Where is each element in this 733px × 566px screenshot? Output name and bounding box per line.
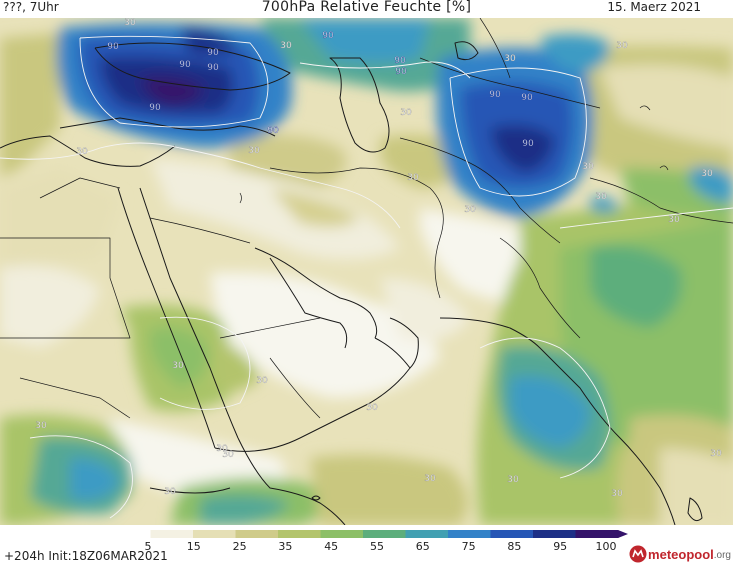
colorbar-swatch bbox=[405, 530, 449, 538]
contour-label-30: 30 bbox=[507, 475, 519, 485]
humidity-field bbox=[0, 18, 733, 525]
colorbar-tick-label: 35 bbox=[278, 540, 293, 553]
contour-label-30: 30 bbox=[248, 146, 260, 156]
contour-label-30: 30 bbox=[701, 169, 713, 179]
colorbar-swatch bbox=[575, 530, 619, 538]
meteopool-logo-icon bbox=[629, 545, 647, 563]
brand-name: meteopool bbox=[648, 546, 714, 562]
colorbar-swatch bbox=[320, 530, 364, 538]
contour-label-30: 30 bbox=[76, 147, 88, 157]
contour-label-30: 30 bbox=[216, 444, 228, 454]
colorbar-tick-label: 5 bbox=[144, 540, 152, 553]
colorbar-swatch bbox=[490, 530, 534, 538]
contour-label-90: 90 bbox=[489, 90, 501, 100]
colorbar-swatch bbox=[448, 530, 491, 538]
colorbar-swatch bbox=[150, 530, 194, 538]
contour-label-30: 30 bbox=[595, 192, 607, 202]
colorbar-tick-label: 65 bbox=[415, 540, 430, 553]
contour-label-30: 30 bbox=[400, 108, 412, 118]
colorbar-tick-label: 15 bbox=[186, 540, 201, 553]
contour-label-90: 90 bbox=[521, 93, 533, 103]
contour-label-30: 30 bbox=[616, 41, 628, 51]
colorbar-swatch bbox=[533, 530, 576, 538]
contour-label-30: 30 bbox=[366, 403, 378, 413]
forecast-time-label: ???, 7Uhr bbox=[3, 0, 59, 14]
colorbar-tick-label: 85 bbox=[507, 540, 522, 553]
forecast-date: 15. Maerz 2021 bbox=[607, 0, 701, 14]
contour-label-30: 30 bbox=[611, 489, 623, 499]
humidity-map[interactable]: 90 90 90 90 90 90 90 90 90 90 90 90 30 30 30 30 30 30 30 30… bbox=[0, 18, 733, 525]
colorbar-swatch bbox=[108, 530, 151, 538]
colorbar-swatch bbox=[235, 530, 279, 538]
contour-label-90: 90 bbox=[179, 60, 191, 70]
contour-label-90: 90 bbox=[149, 103, 161, 113]
contour-label-30: 30 bbox=[668, 215, 680, 225]
contour-label-90: 90 bbox=[522, 139, 534, 149]
contour-label-30: 30 bbox=[35, 421, 47, 431]
contour-label-30: 30 bbox=[222, 450, 234, 460]
contour-label-30: 30 bbox=[280, 41, 292, 51]
contour-label-30: 30 bbox=[172, 361, 184, 371]
contour-label-30: 30 bbox=[124, 18, 136, 28]
contour-label-90: 90 bbox=[267, 126, 279, 136]
contour-label-90: 90 bbox=[107, 42, 119, 52]
colorbar-tick-label: 75 bbox=[461, 540, 476, 553]
contour-label-90: 90 bbox=[207, 48, 219, 58]
humidity-colorbar bbox=[108, 530, 628, 538]
colorbar-tick-label: 45 bbox=[324, 540, 339, 553]
contour-label-90: 90 bbox=[207, 63, 219, 73]
meteopool-logo[interactable]: meteopool .org bbox=[629, 543, 731, 565]
contour-label-30: 30 bbox=[504, 54, 516, 64]
contour-label-90: 90 bbox=[394, 56, 406, 66]
colorbar-tick-label: 95 bbox=[553, 540, 568, 553]
contour-label-30: 30 bbox=[424, 474, 436, 484]
run-info-label: +204h Init:18Z06MAR2021 bbox=[4, 549, 168, 563]
contour-lines bbox=[0, 35, 733, 519]
colorbar-tick-label: 55 bbox=[370, 540, 384, 553]
contour-label-30: 30 bbox=[710, 449, 722, 459]
colorbar-tick-label: 25 bbox=[232, 540, 247, 553]
brand-suffix: .org bbox=[713, 550, 731, 561]
colorbar-end-arrow bbox=[618, 530, 628, 538]
contour-label-30: 30 bbox=[407, 173, 419, 183]
map-title: 700hPa Relative Feuchte [%] bbox=[261, 0, 472, 15]
contour-label-30: 30 bbox=[464, 205, 476, 215]
colorbar-swatch bbox=[278, 530, 321, 538]
colorbar-swatch bbox=[193, 530, 236, 538]
coastlines bbox=[0, 18, 733, 525]
contour-label-30: 30 bbox=[164, 487, 176, 497]
contour-label-90: 90 bbox=[322, 31, 334, 41]
contour-label-90: 90 bbox=[395, 67, 407, 77]
colorbar-tick-label: 100 bbox=[595, 540, 617, 553]
colorbar-swatch bbox=[363, 530, 406, 538]
map-header: ???, 7Uhr 700hPa Relative Feuchte [%] 15… bbox=[0, 0, 733, 18]
map-footer: 5 15 25 35 45 55 65 75 85 95 100 +204h Init:18Z06M… bbox=[0, 525, 733, 566]
contour-label-30: 30 bbox=[582, 162, 594, 172]
contour-label-30: 30 bbox=[256, 376, 268, 386]
